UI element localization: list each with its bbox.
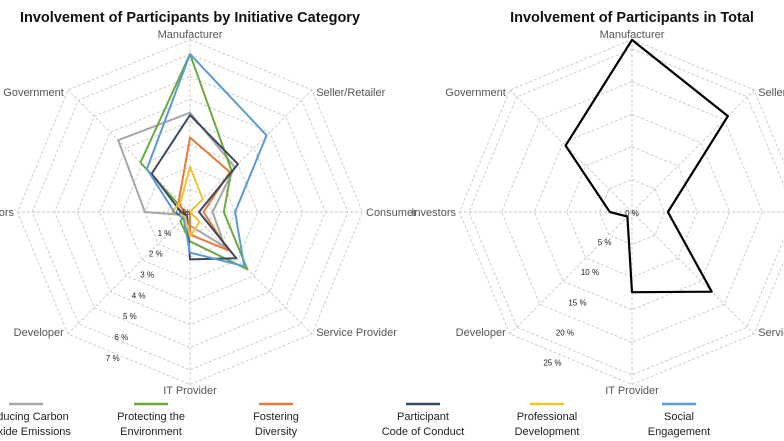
tick-label-5: 5 % [598, 238, 612, 247]
tick-label-5: 5 % [123, 312, 137, 321]
grid-ring [598, 178, 666, 246]
radar-chart-total: Involvement of Participants in Total Man… [411, 10, 784, 397]
axis-label-it-provider: IT Provider [605, 385, 659, 397]
grid-ring [459, 39, 784, 385]
grid-spoke [67, 211, 191, 335]
axis-label-investors: Investors [0, 207, 14, 219]
grid-ring [31, 53, 349, 371]
grid-spoke [509, 211, 633, 335]
axis-labels: Manufacturer Seller/Retailer Consumer Servi… [0, 29, 417, 397]
legend-label-reducing-carbon-dioxide-emissions: Dioxide Emissions [0, 426, 71, 438]
tick-label-0: 0 % [176, 208, 190, 217]
grid-ring [566, 146, 698, 278]
radar-grid [459, 39, 784, 385]
legend-label-reducing-carbon-dioxide-emissions: Reducing Carbon [0, 411, 69, 423]
axis-label-manufacturer: Manufacturer [158, 29, 223, 41]
series-line-social-engagement [145, 53, 268, 268]
chart-title: Involvement of Participants by Initiativ… [20, 10, 360, 26]
tick-label-25: 25 % [543, 359, 561, 368]
tick-label-20: 20 % [556, 328, 574, 337]
tick-labels: 0 % 1 % 2 % 3 % 4 % 5 % 6 % 7 % [106, 208, 190, 363]
axis-label-government: Government [445, 87, 506, 99]
radar-chart-by-category: Involvement of Participants by Initiativ… [0, 10, 417, 397]
axis-label-it-provider: IT Provider [163, 385, 217, 397]
legend-label-participant-code-of-conduct: Participant [397, 411, 449, 423]
tick-label-4: 4 % [132, 291, 146, 300]
axis-label-developer: Developer [456, 327, 506, 339]
grid-spoke [509, 89, 633, 213]
grid-spoke [631, 211, 755, 335]
axis-label-seller-retailer: Seller/Retailer [758, 87, 784, 99]
tick-label-2: 2 % [149, 250, 163, 259]
grid-ring [468, 48, 784, 376]
axis-label-consumer: Consumer [366, 207, 417, 219]
axis-labels: ManufacturerSeller/RetailerConsumerServi… [411, 29, 784, 397]
series-line-total [564, 38, 730, 294]
axis-label-seller-retailer: Seller/Retailer [316, 87, 385, 99]
grid-ring [501, 81, 763, 343]
legend-label-fostering-diversity: Fostering [253, 411, 299, 423]
axis-label-investors: Investors [411, 207, 456, 219]
tick-label-6: 6 % [114, 333, 128, 342]
tick-label-10: 10 % [581, 268, 599, 277]
grid-ring [17, 39, 363, 385]
legend-label-protecting-the-environment: Environment [120, 426, 182, 438]
series-line-participant-code-of-conduct [150, 114, 239, 261]
series-line-professional-development [170, 165, 204, 238]
grid-ring [54, 76, 326, 348]
grid-spoke [67, 89, 191, 213]
tick-label-15: 15 % [568, 298, 586, 307]
axis-label-government: Government [3, 87, 64, 99]
grid-ring [144, 166, 236, 258]
series-lines [117, 53, 268, 271]
tick-label-0: 0 % [625, 209, 639, 218]
axis-label-service-provider: Service Provider [758, 327, 784, 339]
tick-label-1: 1 % [158, 229, 172, 238]
tick-labels: 0 % 5 % 10 % 15 % 20 % 25 % [543, 209, 639, 368]
legend-label-participant-code-of-conduct: Code of Conduct [382, 426, 465, 438]
grid-spoke [189, 211, 313, 335]
legend-label-professional-development: Development [515, 426, 580, 438]
chart-title: Involvement of Participants in Total [510, 10, 754, 26]
legend: Reducing Carbon Dioxide Emissions Protecti… [0, 402, 710, 438]
tick-label-7: 7 % [106, 354, 120, 363]
legend-label-professional-development: Professional [517, 411, 578, 423]
legend-label-protecting-the-environment: Protecting the [117, 411, 185, 423]
axis-label-service-provider: Service Provider [316, 327, 397, 339]
legend-label-fostering-diversity: Diversity [255, 426, 298, 438]
grid-spoke [189, 89, 313, 213]
grid-spoke [631, 89, 755, 213]
series-lines [564, 38, 730, 294]
axis-label-developer: Developer [14, 327, 64, 339]
axis-label-manufacturer: Manufacturer [600, 29, 665, 41]
legend-label-social-engagement: Engagement [648, 426, 710, 438]
tick-label-3: 3 % [140, 271, 154, 280]
radar-grid [17, 39, 363, 385]
legend-label-social-engagement: Social [664, 411, 694, 423]
